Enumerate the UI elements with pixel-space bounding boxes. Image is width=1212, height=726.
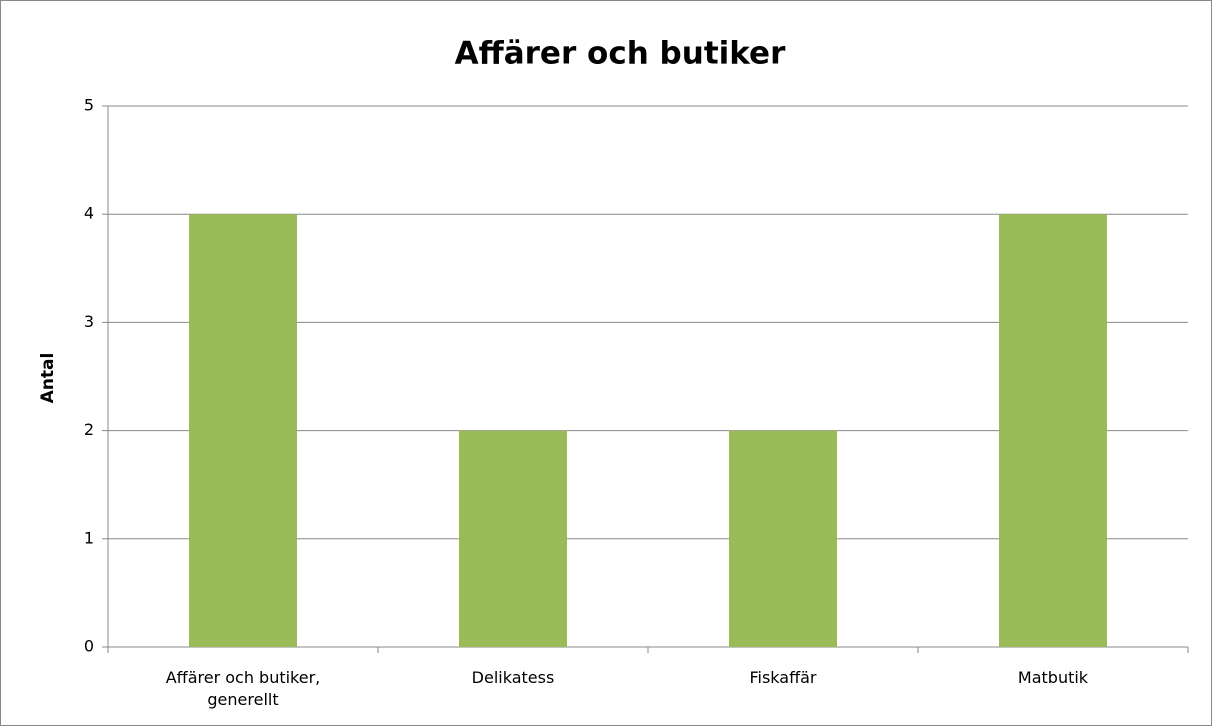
y-tick-label: 4 [84, 204, 94, 223]
bar [999, 214, 1107, 647]
x-tick-label: Fiskaffär [749, 668, 817, 687]
y-tick-label: 1 [84, 528, 94, 547]
x-tick-label: Delikatess [471, 668, 555, 687]
y-tick-label: 5 [84, 96, 94, 115]
y-tick-label: 2 [84, 420, 94, 439]
bar [459, 430, 567, 647]
y-axis-label: Antal [38, 353, 58, 404]
x-tick-label: Affärer och butiker, generellt [165, 668, 321, 709]
bar [189, 214, 297, 647]
chart-title: Affärer och butiker [455, 36, 786, 72]
x-tick-label: Matbutik [1017, 668, 1089, 687]
y-tick-label: 3 [84, 312, 94, 331]
y-tick-label: 0 [84, 637, 94, 656]
bar [729, 430, 837, 647]
